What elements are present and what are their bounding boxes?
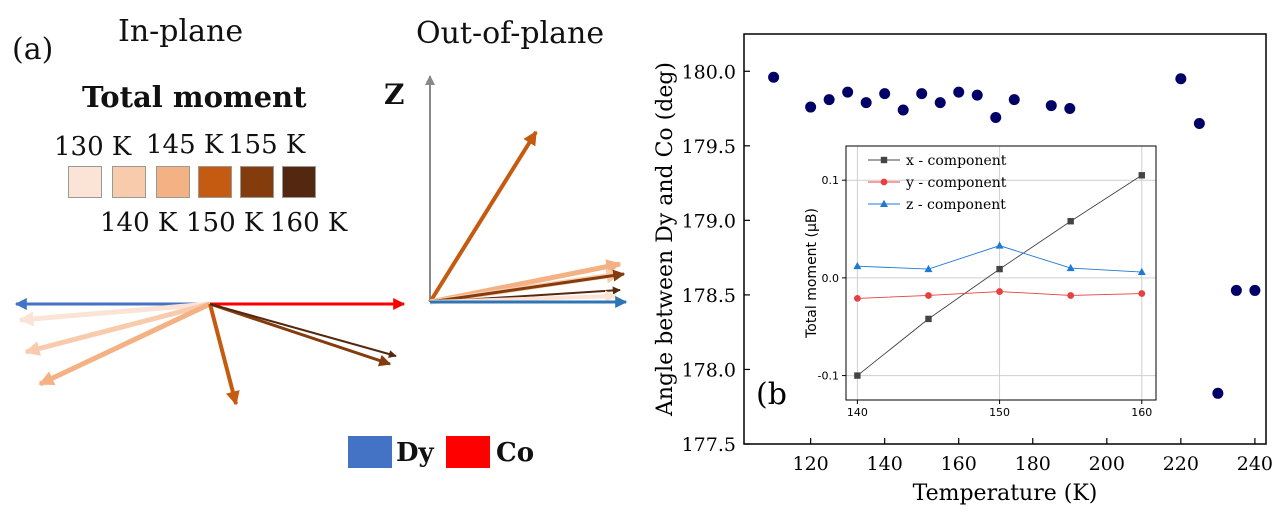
swatch-160k (282, 166, 316, 198)
inset-square-marker (925, 315, 932, 323)
main-y-tick-label: 177.5 (682, 434, 736, 456)
legend-dy-swatch (348, 436, 392, 468)
angle-vs-temperature-chart: 120 140 160 180 200 220 240 177.5 178.0 178.5 179.… (653, 33, 1273, 506)
data-point (990, 111, 1002, 123)
main-y-tick-label: 178.0 (682, 359, 736, 381)
data-point (953, 86, 965, 98)
z-axis-label: Z (384, 78, 405, 111)
inset-circle-marker (853, 295, 861, 302)
data-point (1212, 387, 1224, 399)
main-y-tick-label: 178.5 (682, 285, 736, 307)
main-y-tick-label: 179.5 (682, 136, 736, 158)
inset-square-marker (1138, 172, 1145, 179)
swatch-150k (198, 166, 232, 198)
inset-circle-marker (1067, 292, 1075, 299)
data-point (768, 71, 780, 83)
temp-label-160: 160 K (270, 208, 348, 238)
total-moment-title: Total moment (82, 80, 307, 114)
temp-label-145: 145 K (146, 130, 224, 160)
legend-co-swatch (446, 436, 490, 468)
inset-x-tick-label: 140 (847, 406, 868, 419)
inset-circle-marker (1138, 290, 1146, 297)
panel-a-label: (a) (12, 32, 54, 67)
inset-x-tick-label: 160 (1131, 406, 1152, 419)
moment-vector-diagram (14, 75, 628, 406)
inset-y-axis-label: Total moment (μB) (804, 208, 820, 339)
data-point (1230, 284, 1242, 296)
main-x-tick-label: 160 (941, 453, 977, 475)
inset-triangle-marker (924, 264, 933, 273)
main-x-tick-label: 120 (793, 453, 829, 475)
temp-label-150: 150 K (186, 208, 264, 238)
inset-square-marker (854, 372, 861, 379)
data-point (916, 88, 928, 100)
inset-background (786, 140, 1166, 426)
main-chart-frame (743, 33, 1267, 445)
temp-label-155: 155 K (228, 130, 306, 160)
data-point (823, 94, 835, 106)
legend-co-label: Co (496, 438, 535, 468)
data-point (1008, 94, 1020, 106)
swatch-140k (112, 166, 146, 198)
main-y-tick-label: 179.0 (682, 210, 736, 232)
data-point (1064, 103, 1076, 115)
inset-legend-label: z - component (906, 197, 1006, 213)
inset-square-marker (1067, 218, 1074, 225)
moment-140k-in-plane (24, 301, 211, 356)
data-point (971, 89, 983, 101)
moment-160k-in-plane (209, 303, 397, 358)
main-x-tick-label: 140 (867, 453, 903, 475)
inset-circle-marker (880, 178, 888, 186)
data-point (805, 101, 817, 113)
data-point (1175, 73, 1187, 85)
moment-150k-out-of-plane (428, 130, 538, 304)
data-point (1193, 117, 1205, 129)
data-point (1249, 284, 1261, 296)
moment-155k-out-of-plane (429, 269, 626, 304)
inset-legend-label: y - component (905, 175, 1007, 191)
data-point (842, 86, 854, 98)
out-of-plane-title: Out-of-plane (416, 16, 605, 51)
inset-square-marker (880, 156, 888, 164)
swatch-155k (240, 166, 274, 198)
inset-x-tick-label: 150 (989, 406, 1010, 419)
inset-triangle-marker (1137, 267, 1146, 276)
data-point (1045, 100, 1057, 112)
inset-y-tick-label: 0.0 (822, 272, 840, 285)
inset-triangle-marker (995, 241, 1004, 249)
inset-y-tick-label: 0.1 (822, 174, 840, 187)
moment-130k-in-plane (18, 301, 211, 327)
main-x-tick-label: 240 (1237, 453, 1273, 475)
swatch-145k (156, 166, 190, 198)
data-point (897, 104, 909, 116)
inset-y-tick-label: -0.1 (818, 370, 839, 383)
inset-triangle-marker (853, 261, 862, 270)
data-point (934, 97, 946, 109)
inset-legend-label: x - component (906, 153, 1007, 169)
data-point (879, 88, 891, 100)
inset-chart-frame (845, 145, 1157, 401)
in-plane-title: In-plane (118, 14, 244, 49)
inset-circle-marker (996, 288, 1003, 295)
inset-square-marker (996, 265, 1003, 273)
main-x-tick-label: 220 (1163, 453, 1199, 475)
inset-triangle-marker (880, 199, 888, 207)
main-chart-x-axis-label: Temperature (K) (913, 481, 1098, 506)
temp-label-130: 130 K (54, 132, 132, 162)
legend-dy-label: Dy (396, 438, 434, 468)
inset-circle-marker (925, 292, 932, 299)
main-chart-y-axis-label: Angle between Dy and Co (deg) (653, 62, 678, 417)
inset-triangle-marker (1066, 263, 1075, 272)
moment-155k-in-plane (209, 302, 392, 367)
main-x-tick-label: 180 (1015, 453, 1051, 475)
swatch-130k (68, 166, 102, 198)
temp-label-140: 140 K (100, 208, 178, 238)
main-y-tick-label: 180.0 (682, 61, 736, 83)
moment-150k-in-plane (208, 303, 240, 406)
moment-145k-in-plane (38, 301, 212, 387)
main-x-tick-label: 200 (1089, 453, 1125, 475)
data-point (860, 97, 872, 109)
